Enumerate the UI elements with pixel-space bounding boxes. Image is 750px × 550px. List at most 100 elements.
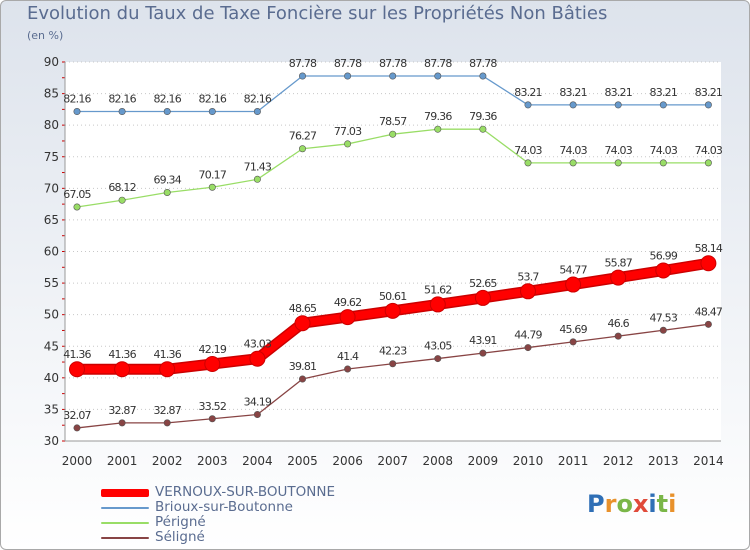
data-label: 47.53 (650, 311, 678, 324)
data-point (389, 72, 397, 80)
data-label: 82.16 (63, 93, 91, 106)
data-point (434, 125, 442, 133)
data-point (704, 159, 712, 167)
data-point (434, 72, 442, 80)
legend-item: VERNOUX-SUR-BOUTONNE (101, 484, 421, 500)
data-point (73, 203, 81, 211)
data-point (253, 411, 261, 419)
data-label: 42.23 (379, 345, 407, 358)
data-point (655, 262, 672, 279)
data-label: 83.21 (650, 86, 678, 99)
data-point (700, 255, 717, 272)
data-label: 74.03 (604, 144, 632, 157)
data-point (479, 125, 487, 133)
x-tick-label: 2000 (62, 454, 93, 468)
x-tick-label: 2005 (287, 454, 318, 468)
data-label: 74.03 (695, 144, 723, 157)
data-label: 74.03 (514, 144, 542, 157)
data-label: 43.03 (244, 338, 272, 351)
data-label: 83.21 (559, 86, 587, 99)
data-point (294, 315, 311, 332)
data-label: 78.57 (379, 115, 407, 128)
data-point (344, 140, 352, 148)
data-label: 82.16 (108, 93, 136, 106)
y-tick-label: 70 (44, 181, 59, 195)
y-tick-label: 85 (44, 87, 59, 101)
data-label: 82.16 (199, 93, 227, 106)
data-point (389, 130, 397, 138)
data-point (569, 101, 577, 109)
data-label: 41.36 (63, 348, 91, 361)
data-label: 67.05 (63, 188, 91, 201)
y-tick-label: 35 (44, 402, 59, 416)
x-tick-label: 2014 (693, 454, 724, 468)
data-point (524, 159, 532, 167)
data-label: 58.14 (695, 242, 723, 255)
unit-label: (en %) (27, 29, 64, 42)
data-point (389, 360, 397, 368)
data-label: 79.36 (424, 110, 452, 123)
x-tick-label: 2001 (107, 454, 138, 468)
data-label: 71.43 (244, 160, 272, 173)
data-label: 83.21 (604, 86, 632, 99)
y-tick-label: 55 (44, 276, 59, 290)
data-point (524, 101, 532, 109)
legend-label: Séligné (155, 529, 205, 545)
data-label: 77.03 (334, 125, 362, 138)
data-point (479, 72, 487, 80)
data-point (298, 375, 306, 383)
data-point (344, 72, 352, 80)
x-tick-label: 2003 (197, 454, 228, 468)
logo-letter: i (648, 490, 657, 518)
data-label: 48.65 (289, 302, 317, 315)
data-label: 87.78 (379, 57, 407, 70)
data-point (659, 101, 667, 109)
data-label: 33.52 (199, 400, 227, 413)
x-tick-label: 2002 (152, 454, 183, 468)
x-tick-label: 2012 (603, 454, 634, 468)
data-label: 83.21 (514, 86, 542, 99)
legend: VERNOUX-SUR-BOUTONNE Brioux-sur-Boutonne P… (101, 484, 421, 545)
proxiti-logo: Proxiti (587, 490, 676, 518)
data-point (614, 159, 622, 167)
data-label: 34.19 (244, 396, 272, 409)
logo-letter: r (604, 490, 617, 518)
x-tick-label: 2004 (242, 454, 273, 468)
data-point (163, 189, 171, 197)
x-tick-label: 2010 (513, 454, 544, 468)
data-label: 52.65 (469, 277, 497, 290)
data-point (614, 101, 622, 109)
data-label: 87.78 (424, 57, 452, 70)
y-tick-label: 75 (44, 150, 59, 164)
data-point (569, 338, 577, 346)
data-point (253, 175, 261, 183)
data-point (163, 419, 171, 427)
data-label: 74.03 (650, 144, 678, 157)
data-point (204, 355, 221, 372)
data-label: 45.69 (559, 323, 587, 336)
data-point (704, 320, 712, 328)
y-tick-label: 90 (44, 55, 59, 69)
data-label: 39.81 (289, 360, 317, 373)
y-tick-label: 40 (44, 371, 59, 385)
legend-swatch (101, 489, 149, 497)
data-label: 70.17 (199, 168, 227, 181)
data-point (474, 289, 491, 306)
data-label: 55.87 (604, 257, 632, 270)
data-label: 83.21 (695, 86, 723, 99)
data-label: 32.87 (108, 404, 136, 417)
data-point (298, 145, 306, 153)
data-point (118, 196, 126, 204)
legend-label: VERNOUX-SUR-BOUTONNE (155, 484, 336, 500)
data-point (298, 72, 306, 80)
data-point (610, 269, 627, 286)
data-label: 44.79 (514, 329, 542, 342)
chart-title: Evolution du Taux de Taxe Foncière sur l… (27, 3, 608, 24)
data-label: 53.7 (517, 270, 539, 283)
x-tick-label: 2011 (558, 454, 589, 468)
data-label: 50.61 (379, 290, 407, 303)
data-point (434, 355, 442, 363)
y-tick-label: 50 (44, 308, 59, 322)
